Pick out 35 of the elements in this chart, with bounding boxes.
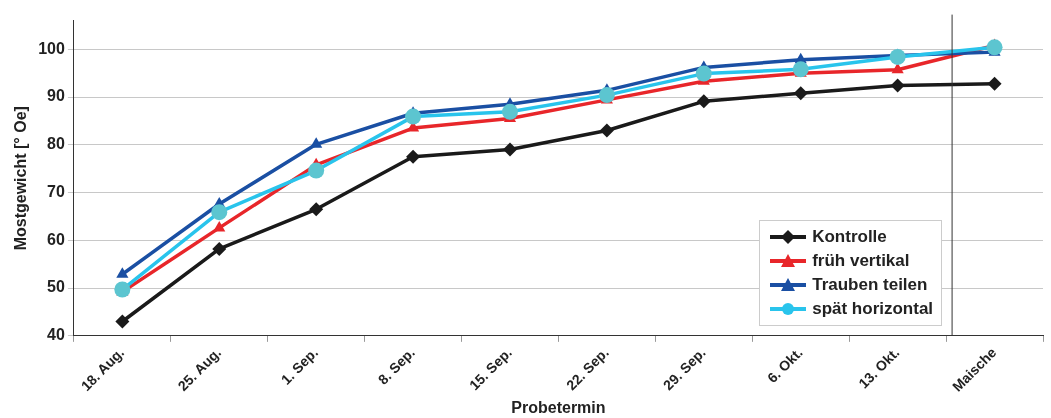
- point: [213, 220, 226, 232]
- x-tick-label: 25. Aug.: [174, 344, 225, 394]
- point: [212, 241, 227, 256]
- y-tick-label: 80: [47, 135, 65, 153]
- x-tick-label: 8. Sep.: [374, 344, 418, 388]
- point: [793, 86, 808, 101]
- y-tick-label: 60: [47, 230, 65, 248]
- legend-label: früh vertikal: [812, 249, 910, 272]
- point: [309, 202, 324, 217]
- point: [115, 314, 130, 329]
- legend-label: spät horizontal: [812, 297, 934, 320]
- point: [890, 78, 905, 93]
- point: [987, 76, 1002, 91]
- point: [406, 149, 421, 164]
- x-tick-label: 6. Okt.: [764, 344, 806, 386]
- x-tick-label: 13. Okt.: [855, 344, 903, 392]
- point: [502, 142, 517, 157]
- x-tick-label: 15. Sep.: [466, 344, 515, 394]
- x-tick-label: 29. Sep.: [659, 344, 709, 394]
- y-tick-label: 50: [47, 278, 65, 296]
- y-tick-label: 100: [38, 39, 65, 57]
- x-tick-label: 1. Sep.: [277, 344, 322, 388]
- y-axis-title: Mostgewicht [° Oe]: [12, 106, 30, 251]
- y-tick-label: 70: [47, 182, 65, 200]
- x-tick-label: 22. Sep.: [563, 344, 612, 394]
- legend-label: Trauben teilen: [812, 273, 928, 296]
- x-tick-label: 18. Aug.: [77, 344, 128, 394]
- point: [696, 94, 711, 109]
- y-tick-label: 40: [47, 326, 65, 344]
- point: [116, 267, 129, 278]
- point: [310, 137, 323, 148]
- x-axis-title: Probetermin: [511, 398, 606, 416]
- y-tick-label: 90: [47, 87, 65, 105]
- point: [599, 123, 614, 138]
- legend-label: Kontrolle: [812, 225, 887, 248]
